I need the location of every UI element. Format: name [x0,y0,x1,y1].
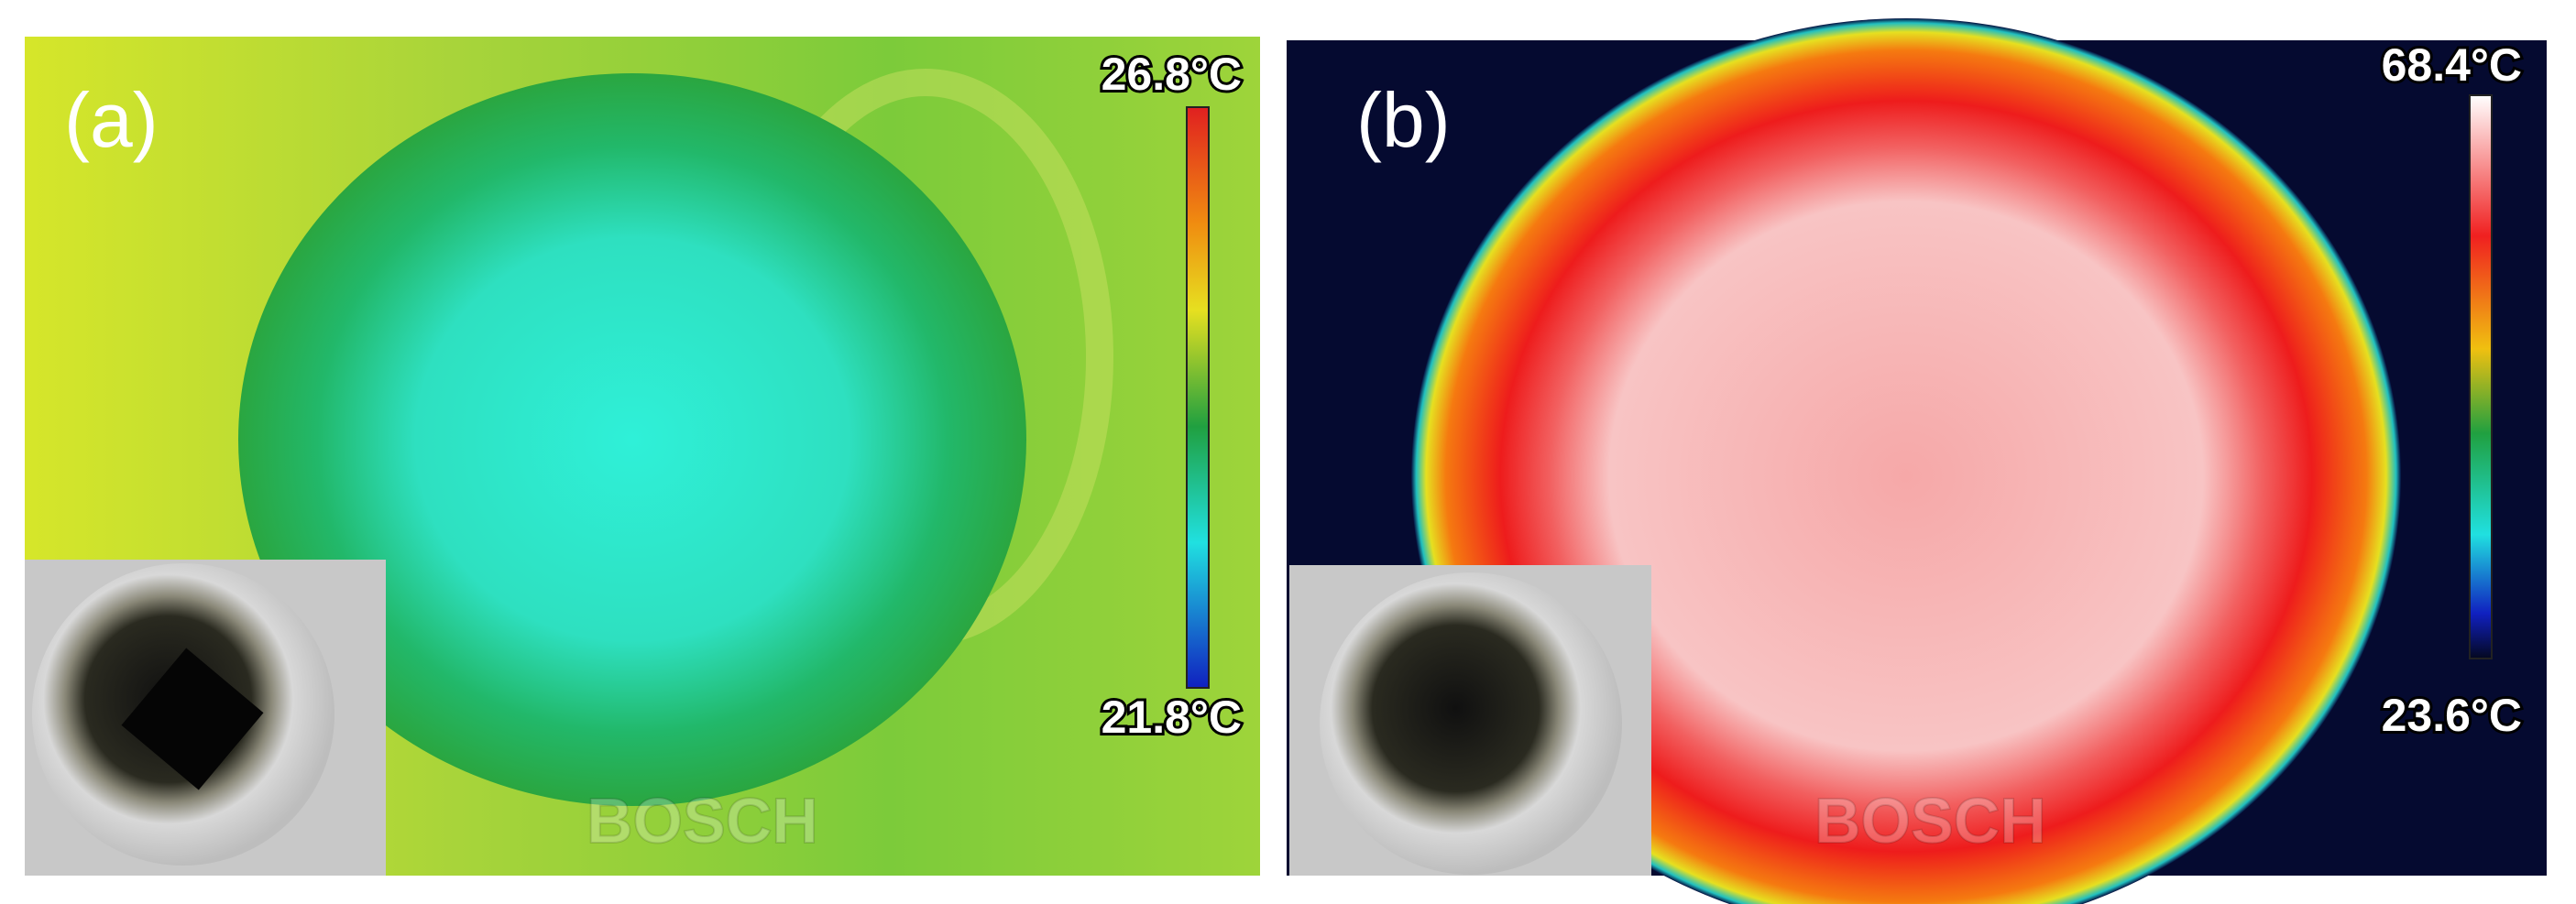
inset-beaker [1320,572,1622,875]
color-scale [2469,94,2493,659]
sample-disc [238,73,1026,806]
watermark: BOSCH [586,785,818,856]
panel-label: (a) [64,77,159,163]
panel-b: (b) 68.4°C 23.6°C BOSCH [1287,18,2547,904]
inset-sample [121,648,264,790]
max-temp: 26.8°C [1102,49,1242,100]
panel-a: (a) 26.8°C 21.8°C BOSCH [25,37,1260,876]
watermark: BOSCH [1814,785,2046,856]
sample-disc [1411,18,2401,904]
panel-label: (b) [1356,77,1451,163]
min-temp: 23.6°C [2382,690,2522,741]
max-temp: 68.4°C [2382,39,2522,91]
color-scale [1186,106,1210,689]
min-temp: 21.8°C [1102,692,1242,743]
